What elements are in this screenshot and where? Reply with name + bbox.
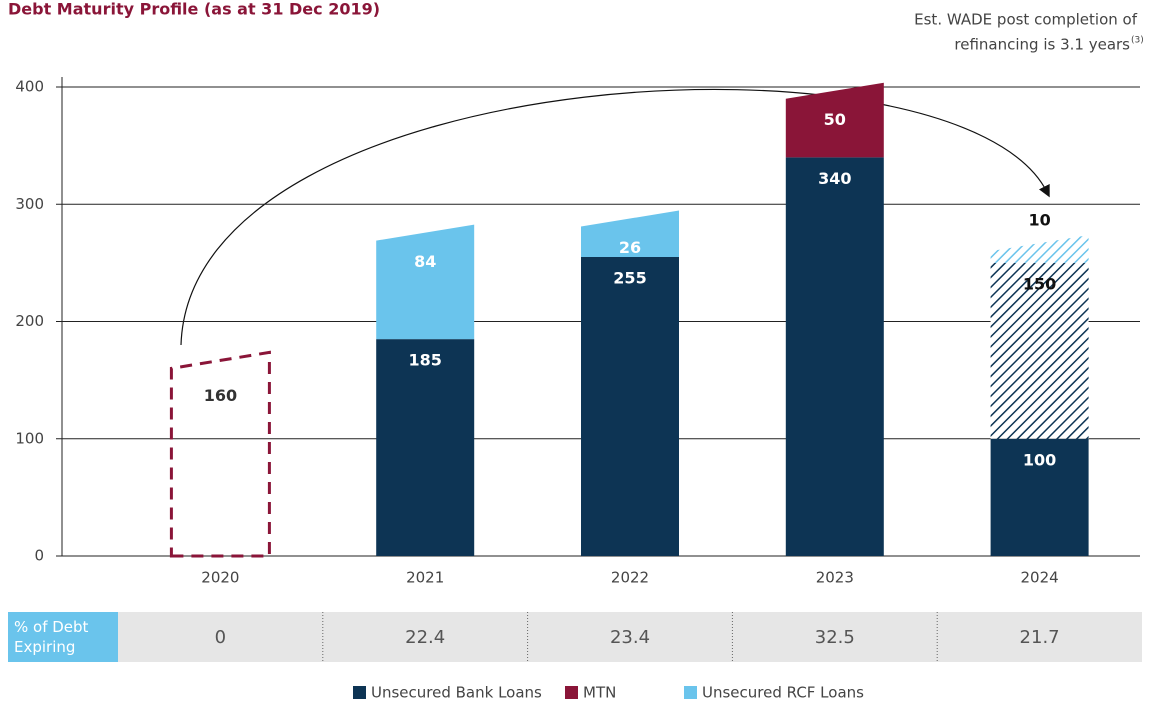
bar-segment xyxy=(376,224,475,340)
y-tick-label: 300 xyxy=(15,195,44,213)
data-label: 100 xyxy=(1023,450,1056,469)
bar-segment xyxy=(785,157,884,556)
annotation: Est. WADE post completion of xyxy=(914,11,1138,29)
data-label: 340 xyxy=(818,169,851,188)
legend-label: Unsecured Bank Loans xyxy=(371,684,542,702)
x-tick-label: 2023 xyxy=(816,569,854,587)
table-label-cell xyxy=(8,612,118,662)
legend-swatch xyxy=(353,686,366,699)
table-value: 22.4 xyxy=(405,627,445,648)
refinanced-bar xyxy=(169,350,271,558)
table-value: 21.7 xyxy=(1020,627,1060,648)
data-label: 185 xyxy=(408,351,441,370)
refinance-arrow xyxy=(180,88,1050,346)
legend-swatch xyxy=(565,686,578,699)
bar-segment xyxy=(990,235,1089,263)
data-label: 26 xyxy=(619,238,641,257)
data-label: 84 xyxy=(414,252,436,271)
y-tick-label: 200 xyxy=(15,312,44,330)
table-value: 23.4 xyxy=(610,627,650,648)
bar-segment xyxy=(376,339,475,556)
bar-segment xyxy=(581,257,679,556)
y-tick-label: 400 xyxy=(15,78,44,96)
annotation-superscript: (3) xyxy=(1131,36,1144,46)
data-label: 50 xyxy=(824,110,846,129)
table-label-line: Expiring xyxy=(14,638,75,656)
data-label: 150 xyxy=(1023,274,1056,293)
annotation: refinancing is 3.1 years xyxy=(954,36,1130,54)
data-label: 160 xyxy=(204,386,237,405)
table-value: 0 xyxy=(215,627,226,648)
x-tick-label: 2021 xyxy=(406,569,444,587)
x-tick-label: 2020 xyxy=(201,569,239,587)
bar-segment xyxy=(581,210,679,258)
y-tick-label: 100 xyxy=(15,429,44,447)
bar-segment xyxy=(990,438,1089,556)
x-tick-label: 2022 xyxy=(611,569,649,587)
chart-title: Debt Maturity Profile (as at 31 Dec 2019… xyxy=(8,0,380,19)
table-value: 32.5 xyxy=(815,627,855,648)
legend-swatch xyxy=(684,686,697,699)
bar-segment xyxy=(785,82,884,158)
y-tick-label: 0 xyxy=(34,547,44,565)
data-label: 255 xyxy=(613,269,646,288)
legend-label: Unsecured RCF Loans xyxy=(702,684,864,702)
table-label-line: % of Debt xyxy=(14,618,89,636)
data-label: 10 xyxy=(1028,211,1050,230)
table-row xyxy=(8,612,1142,662)
table-label: % of Debt Expiring xyxy=(14,618,89,656)
x-tick-label: 2024 xyxy=(1021,569,1059,587)
legend-label: MTN xyxy=(583,684,616,702)
bar-segment xyxy=(990,262,1089,439)
